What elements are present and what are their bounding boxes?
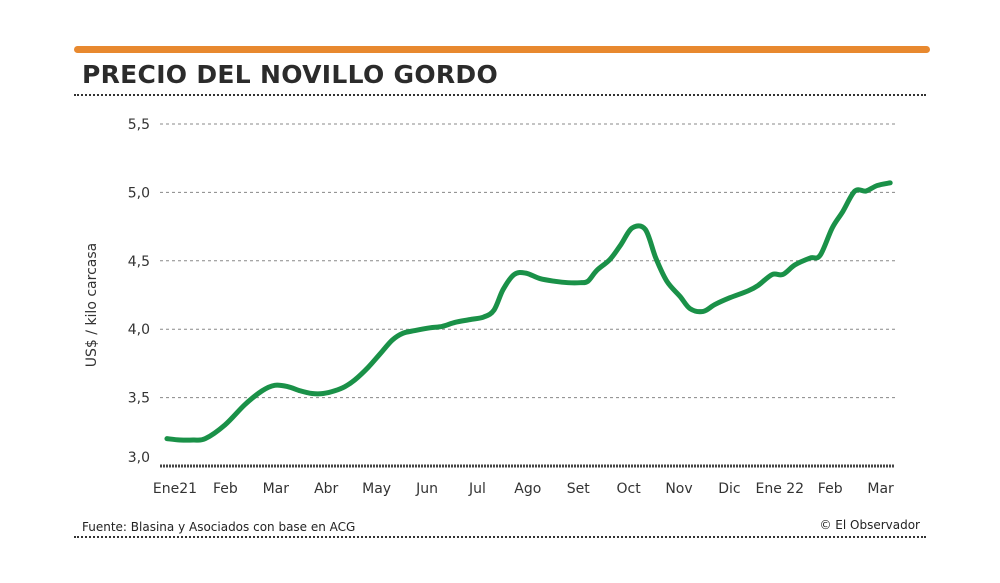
data-point <box>244 403 246 405</box>
x-tick-label: Oct <box>616 481 641 497</box>
y-tick-labels: 3,0 3,5 4,0 4,5 5,0 5,5 <box>128 117 150 466</box>
data-point <box>842 211 844 213</box>
gridlines <box>160 123 895 468</box>
data-point <box>402 332 404 334</box>
data-point <box>655 257 657 259</box>
x-tick-label: Jul <box>468 481 486 497</box>
credit: © El Observador <box>819 518 920 532</box>
x-tick-label: Jun <box>415 481 438 497</box>
y-tick-label: 3,5 <box>128 391 150 407</box>
data-point <box>367 367 369 369</box>
data-point <box>689 308 691 310</box>
data-point <box>889 182 891 184</box>
data-point <box>876 185 878 187</box>
data-point <box>344 386 346 388</box>
data-point <box>554 280 556 282</box>
data-point <box>414 330 416 332</box>
data-point <box>354 379 356 381</box>
data-point <box>747 290 749 292</box>
data-point <box>631 227 633 229</box>
y-tick-label: 3,0 <box>128 450 150 466</box>
data-point <box>567 282 569 284</box>
footer-divider <box>74 536 926 538</box>
x-tick-label: Ago <box>514 481 541 497</box>
y-tick-label: 5,5 <box>128 117 150 133</box>
y-tick-label: 4,5 <box>128 254 150 270</box>
data-point <box>714 304 716 306</box>
data-point <box>299 390 301 392</box>
data-point <box>441 325 443 327</box>
data-point <box>429 327 431 329</box>
x-tick-label: May <box>362 481 391 497</box>
data-point <box>831 227 833 229</box>
x-tick-label: Abr <box>314 481 338 497</box>
data-point <box>782 273 784 275</box>
data-point <box>794 264 796 266</box>
y-tick-label: 4,0 <box>128 322 150 338</box>
series-points <box>166 182 891 441</box>
data-point <box>579 282 581 284</box>
data-point <box>757 284 759 286</box>
x-tick-label: Dic <box>718 481 740 497</box>
data-point <box>391 339 393 341</box>
data-point <box>729 297 731 299</box>
data-point <box>854 190 856 192</box>
data-point <box>192 439 194 441</box>
x-tick-label: Nov <box>665 481 692 497</box>
title-divider <box>74 94 926 96</box>
x-tick-label: Set <box>567 481 591 497</box>
x-tick-label: Ene21 <box>153 481 197 497</box>
data-point <box>525 272 527 274</box>
data-point <box>819 254 821 256</box>
x-tick-labels: Ene21 Feb Mar Abr May Jun Jul Ago Set Oct Nov Dic En… <box>153 481 894 497</box>
x-tick-label: Feb <box>213 481 238 497</box>
data-point <box>609 258 611 260</box>
data-point <box>469 319 471 321</box>
data-point <box>620 243 622 245</box>
data-point <box>274 384 276 386</box>
data-point <box>702 310 704 312</box>
data-point <box>166 438 168 440</box>
data-point <box>493 309 495 311</box>
data-point <box>644 228 646 230</box>
data-point <box>539 278 541 280</box>
y-axis-label: US$ / kilo carcasa <box>84 243 100 367</box>
data-point <box>334 390 336 392</box>
x-tick-label: Ene 22 <box>755 481 804 497</box>
data-point <box>261 390 263 392</box>
data-point <box>865 190 867 192</box>
data-point <box>809 257 811 259</box>
data-point <box>379 353 381 355</box>
chart-title: PRECIO DEL NOVILLO GORDO <box>82 60 499 89</box>
data-point <box>204 438 206 440</box>
data-point <box>322 392 324 394</box>
source-note: Fuente: Blasina y Asociados con base en … <box>82 520 356 534</box>
data-point <box>287 386 289 388</box>
data-point <box>513 273 515 275</box>
data-point <box>666 280 668 282</box>
data-point <box>483 316 485 318</box>
x-tick-label: Mar <box>263 481 290 497</box>
accent-bar <box>74 46 930 53</box>
data-point <box>502 289 504 291</box>
y-tick-label: 5,0 <box>128 185 150 201</box>
x-tick-label: Feb <box>818 481 843 497</box>
data-point <box>679 295 681 297</box>
data-point <box>587 280 589 282</box>
data-point <box>224 424 226 426</box>
series-line <box>164 180 893 443</box>
x-tick-label: Mar <box>867 481 894 497</box>
data-point <box>311 392 313 394</box>
data-point <box>596 269 598 271</box>
data-point <box>179 439 181 441</box>
data-point <box>771 273 773 275</box>
data-point <box>454 321 456 323</box>
